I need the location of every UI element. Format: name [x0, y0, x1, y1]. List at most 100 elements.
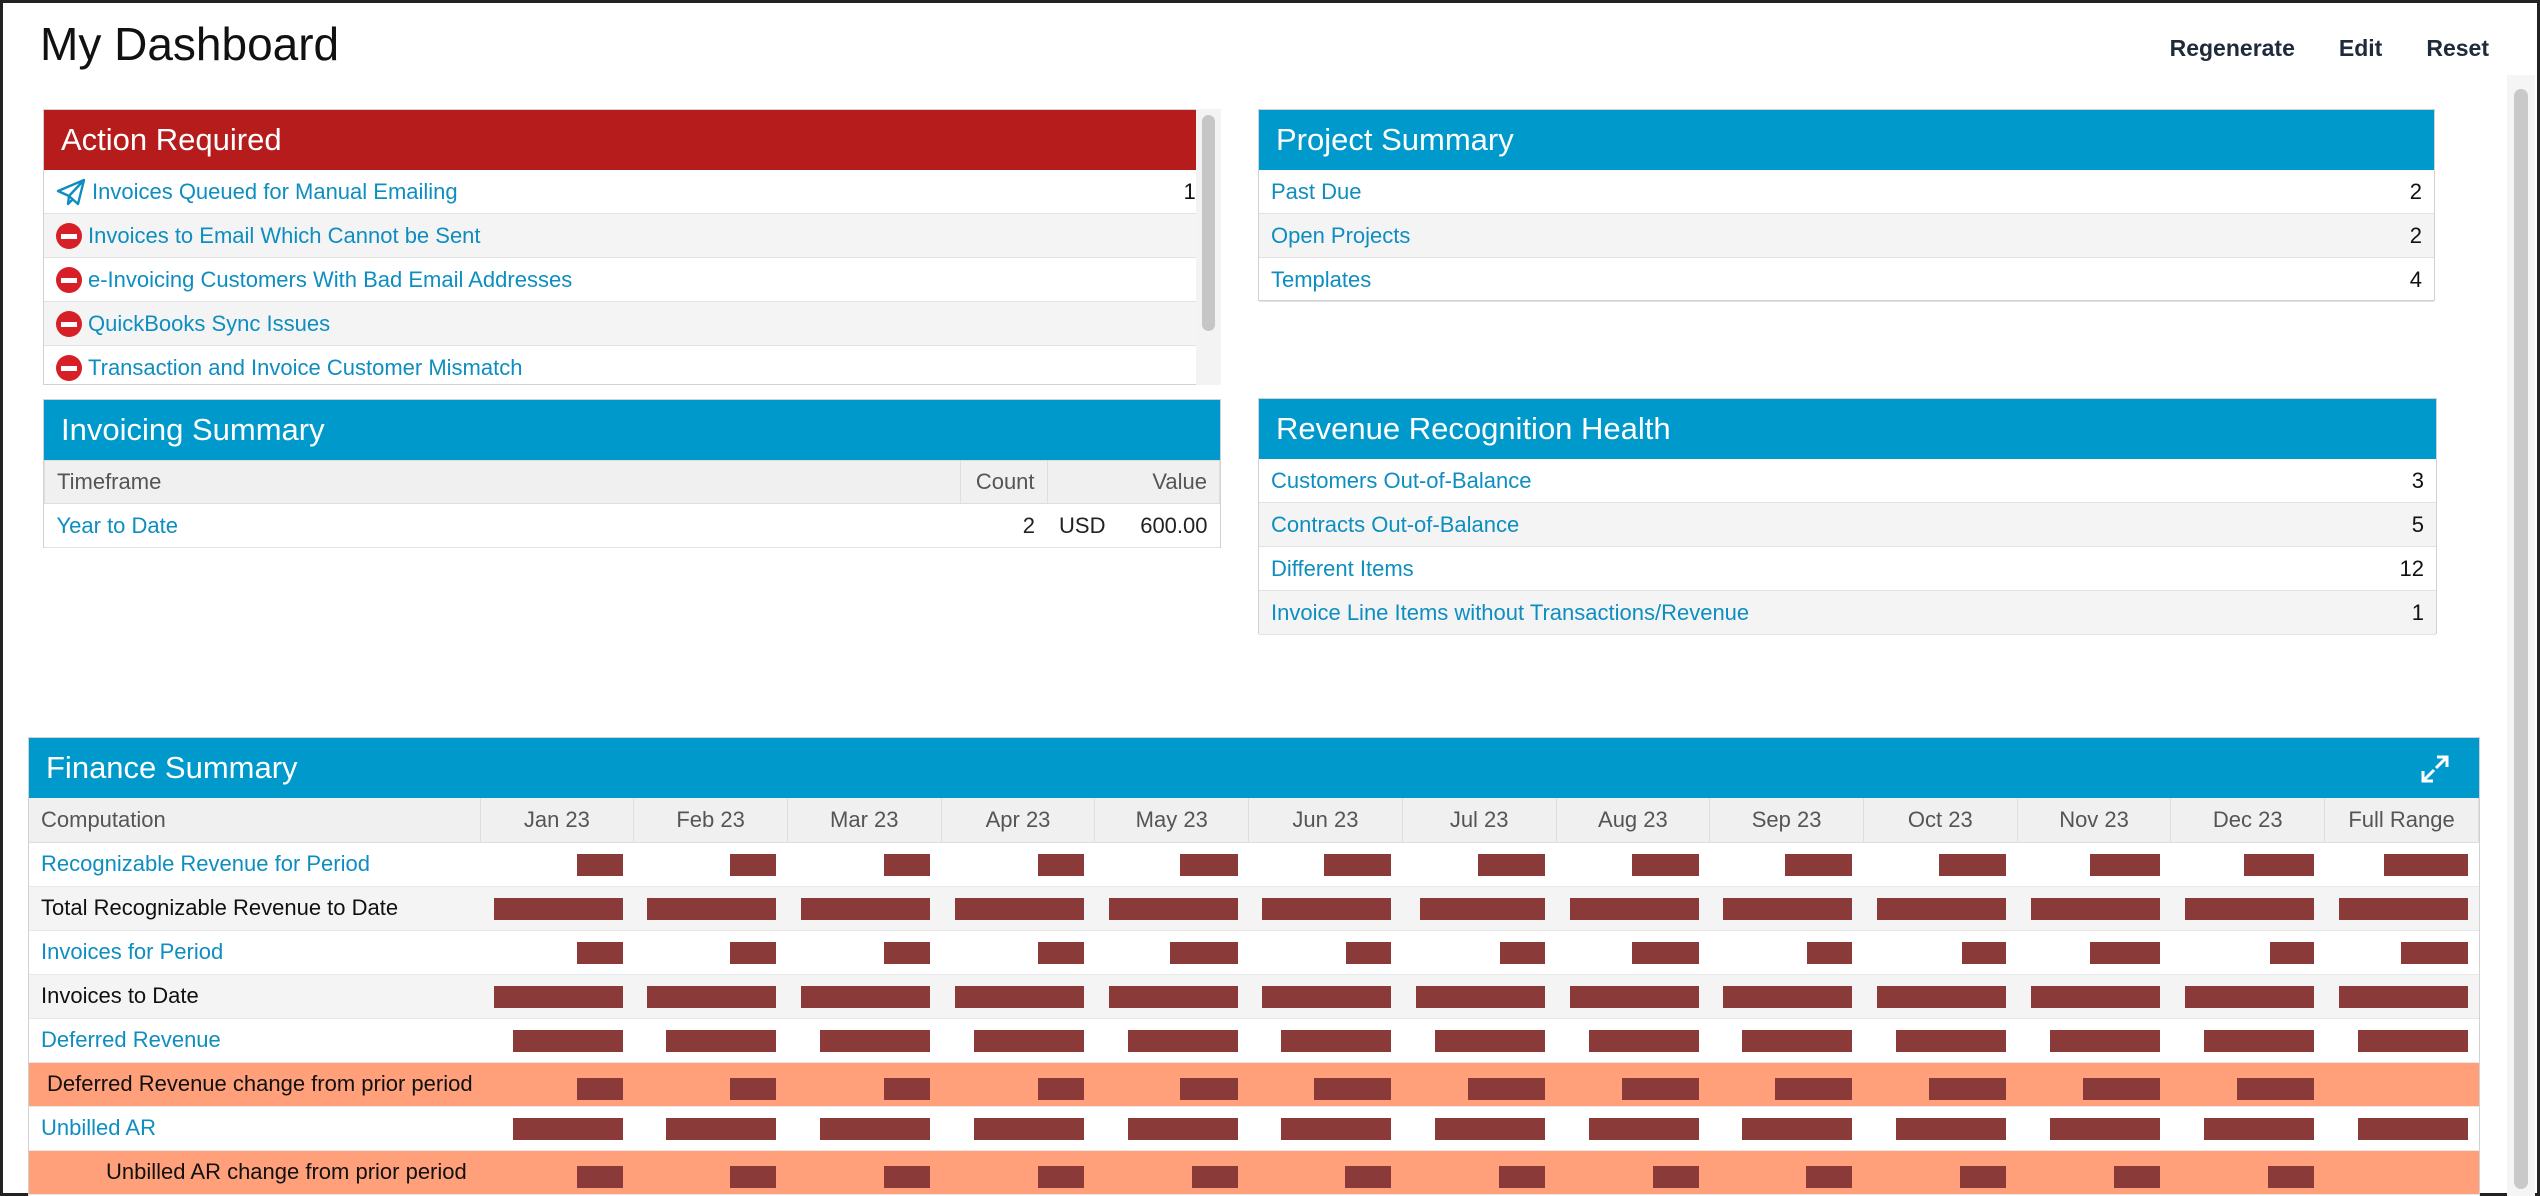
data-cell	[2170, 1062, 2325, 1107]
redacted-value	[1807, 942, 1853, 965]
redacted-value	[2184, 986, 2314, 1009]
expand-icon[interactable]	[2421, 755, 2449, 783]
data-cell	[1709, 1150, 1864, 1195]
data-cell	[1402, 974, 1557, 1019]
list-item-link[interactable]: Contracts Out-of-Balance	[1271, 511, 1520, 537]
data-cell	[1248, 1106, 1403, 1151]
data-cell	[2017, 1018, 2171, 1063]
regenerate-button[interactable]: Regenerate	[2169, 35, 2295, 61]
redacted-value	[1775, 1078, 1853, 1100]
column-header: Jun 23	[1248, 798, 1403, 843]
row-label[interactable]: Unbilled AR	[29, 1106, 480, 1151]
list-item-link[interactable]: Past Due	[1271, 178, 1362, 204]
data-cell	[1402, 1018, 1557, 1063]
list-item-link[interactable]: Transaction and Invoice Customer Mismatc…	[88, 354, 523, 380]
redacted-value	[1631, 854, 1699, 877]
data-cell	[2324, 842, 2479, 887]
redacted-value	[1588, 1030, 1699, 1053]
row-label[interactable]: Recognizable Revenue for Period	[29, 842, 480, 887]
list-item-link[interactable]: Open Projects	[1271, 222, 1411, 248]
list-item-link[interactable]: Customers Out-of-Balance	[1271, 467, 1532, 493]
edit-button[interactable]: Edit	[2338, 35, 2383, 61]
row-label[interactable]: Invoices for Period	[29, 930, 480, 975]
redacted-value	[2203, 1030, 2314, 1053]
ytd-currency: USD	[1047, 503, 1106, 548]
column-header: Dec 23	[2170, 798, 2326, 843]
list-item: e-Invoicing Customers With Bad Email Add…	[44, 258, 1220, 302]
redacted-value	[730, 942, 777, 965]
data-cell	[941, 1106, 1095, 1151]
data-cell	[1248, 842, 1403, 887]
value-header: Value	[1046, 460, 1221, 504]
list-item-link[interactable]: Different Items	[1271, 555, 1414, 581]
data-cell	[941, 1018, 1095, 1063]
list-item-link[interactable]: Invoice Line Items without Transactions/…	[1271, 599, 1750, 625]
redacted-value	[666, 1030, 777, 1053]
no-entry-icon	[56, 310, 82, 337]
data-cell	[787, 1062, 942, 1107]
table-row: Year to Date 2 USD 600.00	[44, 503, 1220, 548]
redacted-value	[2383, 854, 2468, 877]
data-cell	[1248, 930, 1403, 975]
action-required-scroll-thumb[interactable]	[1202, 115, 1215, 331]
redacted-value	[1478, 854, 1546, 877]
list-item-link[interactable]: e-Invoicing Customers With Bad Email Add…	[88, 266, 573, 292]
list-item-count: 2	[2409, 222, 2422, 248]
data-cell	[787, 1150, 942, 1195]
data-cell	[1402, 886, 1557, 931]
list-item: Invoice Line Items without Transactions/…	[1259, 591, 2436, 635]
list-item-link[interactable]: Invoices Queued for Manual Emailing	[92, 178, 458, 204]
data-cell	[1556, 1106, 1710, 1151]
data-cell	[1556, 974, 1710, 1019]
page-scrollbar[interactable]	[2507, 75, 2535, 1196]
redacted-value	[1569, 986, 1699, 1009]
redacted-value	[730, 854, 777, 877]
redacted-value	[801, 898, 931, 921]
list-item-link[interactable]: Invoices to Email Which Cannot be Sent	[88, 222, 481, 248]
data-cell	[1248, 886, 1403, 931]
redacted-value	[576, 1166, 623, 1188]
redacted-value	[2030, 898, 2160, 921]
data-cell	[1094, 842, 1249, 887]
list-item-link[interactable]: Templates	[1271, 266, 1372, 292]
data-cell	[1248, 974, 1403, 1019]
data-cell	[1556, 1062, 1710, 1107]
data-cell	[480, 930, 634, 975]
reset-button[interactable]: Reset	[2426, 35, 2489, 61]
data-cell	[1863, 930, 2018, 975]
paper-plane-icon	[56, 178, 86, 206]
year-to-date-link[interactable]: Year to Date	[44, 503, 961, 548]
redacted-value	[1108, 898, 1238, 921]
action-required-scrollbar[interactable]	[1196, 109, 1221, 385]
page-scroll-thumb[interactable]	[2514, 89, 2528, 1189]
column-header: Jan 23	[480, 798, 635, 843]
redacted-value	[1621, 1078, 1699, 1100]
data-cell	[633, 930, 788, 975]
data-cell	[1094, 886, 1249, 931]
data-cell	[1094, 1150, 1249, 1195]
column-header: Oct 23	[1863, 798, 2018, 843]
redacted-value	[1281, 1118, 1392, 1141]
column-header: Jul 23	[1402, 798, 1557, 843]
list-item-link[interactable]: QuickBooks Sync Issues	[88, 310, 331, 336]
redacted-value	[2338, 986, 2468, 1009]
data-cell	[1402, 842, 1557, 887]
page-title: My Dashboard	[40, 18, 340, 70]
data-cell	[1709, 930, 1864, 975]
data-cell	[2170, 1106, 2325, 1151]
data-cell	[1094, 1062, 1249, 1107]
column-header: Nov 23	[2017, 798, 2172, 843]
data-cell	[1556, 886, 1710, 931]
project-summary-panel: Project Summary Past Due 2 Open Projects 2 T…	[1258, 109, 2435, 302]
redacted-value	[2243, 854, 2314, 877]
redacted-value	[1877, 898, 2007, 921]
redacted-value	[1179, 854, 1238, 877]
data-cell	[1402, 1106, 1557, 1151]
column-header: Sep 23	[1709, 798, 1864, 843]
row-label[interactable]: Deferred Revenue	[29, 1018, 480, 1063]
data-cell	[1863, 1150, 2018, 1195]
data-cell	[1248, 1150, 1403, 1195]
redacted-value	[666, 1118, 777, 1141]
table-row: Deferred Revenue change from prior perio…	[29, 1062, 2479, 1107]
data-cell	[1556, 1018, 1710, 1063]
